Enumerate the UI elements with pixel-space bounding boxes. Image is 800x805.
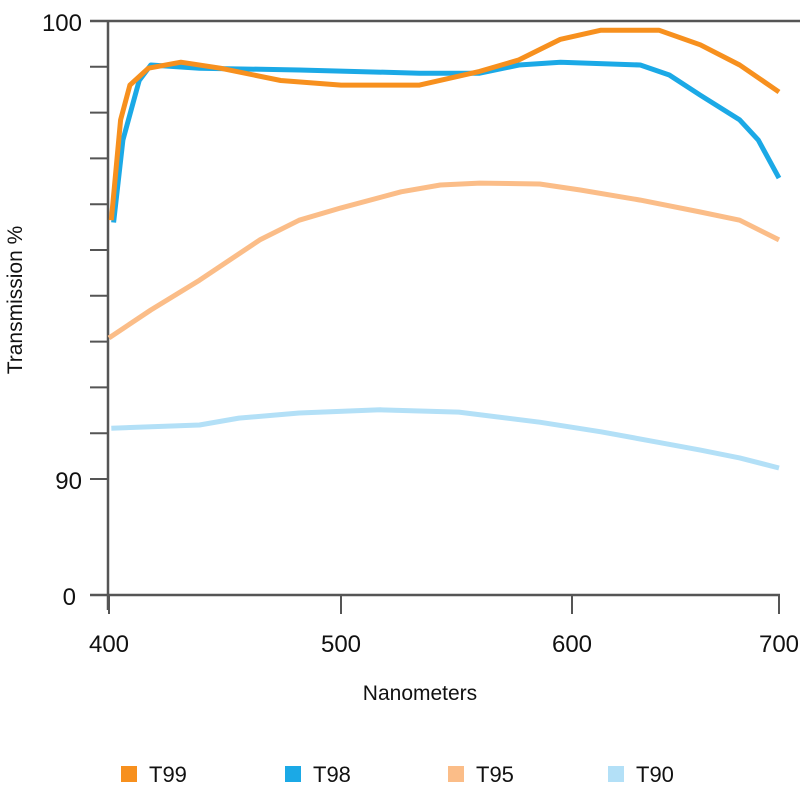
- legend-swatch-t90: [608, 766, 624, 782]
- legend-swatch-t99: [121, 766, 137, 782]
- legend-label-t98: T98: [313, 762, 351, 787]
- x-tick-label-500: 500: [321, 631, 361, 658]
- x-axis-label: Nanometers: [363, 682, 477, 705]
- series-line-t99: [108, 27, 781, 221]
- y-axis-label: Transmission %: [4, 226, 27, 375]
- y-tick-label-90: 90: [55, 468, 82, 495]
- legend: T99 T98 T95 T90: [121, 762, 674, 787]
- x-tick-label-400: 400: [89, 631, 129, 658]
- series-group: [107, 27, 782, 471]
- series-line-t95: [107, 180, 781, 340]
- y-tick-label-0: 0: [63, 584, 76, 611]
- series-line-t98: [111, 59, 782, 223]
- x-tick-label-700: 700: [759, 631, 799, 658]
- legend-swatch-t95: [448, 766, 464, 782]
- series-line-t90: [111, 407, 780, 471]
- axes: [90, 19, 800, 614]
- legend-swatch-t98: [285, 766, 301, 782]
- legend-label-t90: T90: [636, 762, 674, 787]
- x-tick-label-600: 600: [552, 631, 592, 658]
- legend-label-t95: T95: [476, 762, 514, 787]
- legend-label-t99: T99: [149, 762, 187, 787]
- y-tick-label-100: 100: [42, 10, 82, 37]
